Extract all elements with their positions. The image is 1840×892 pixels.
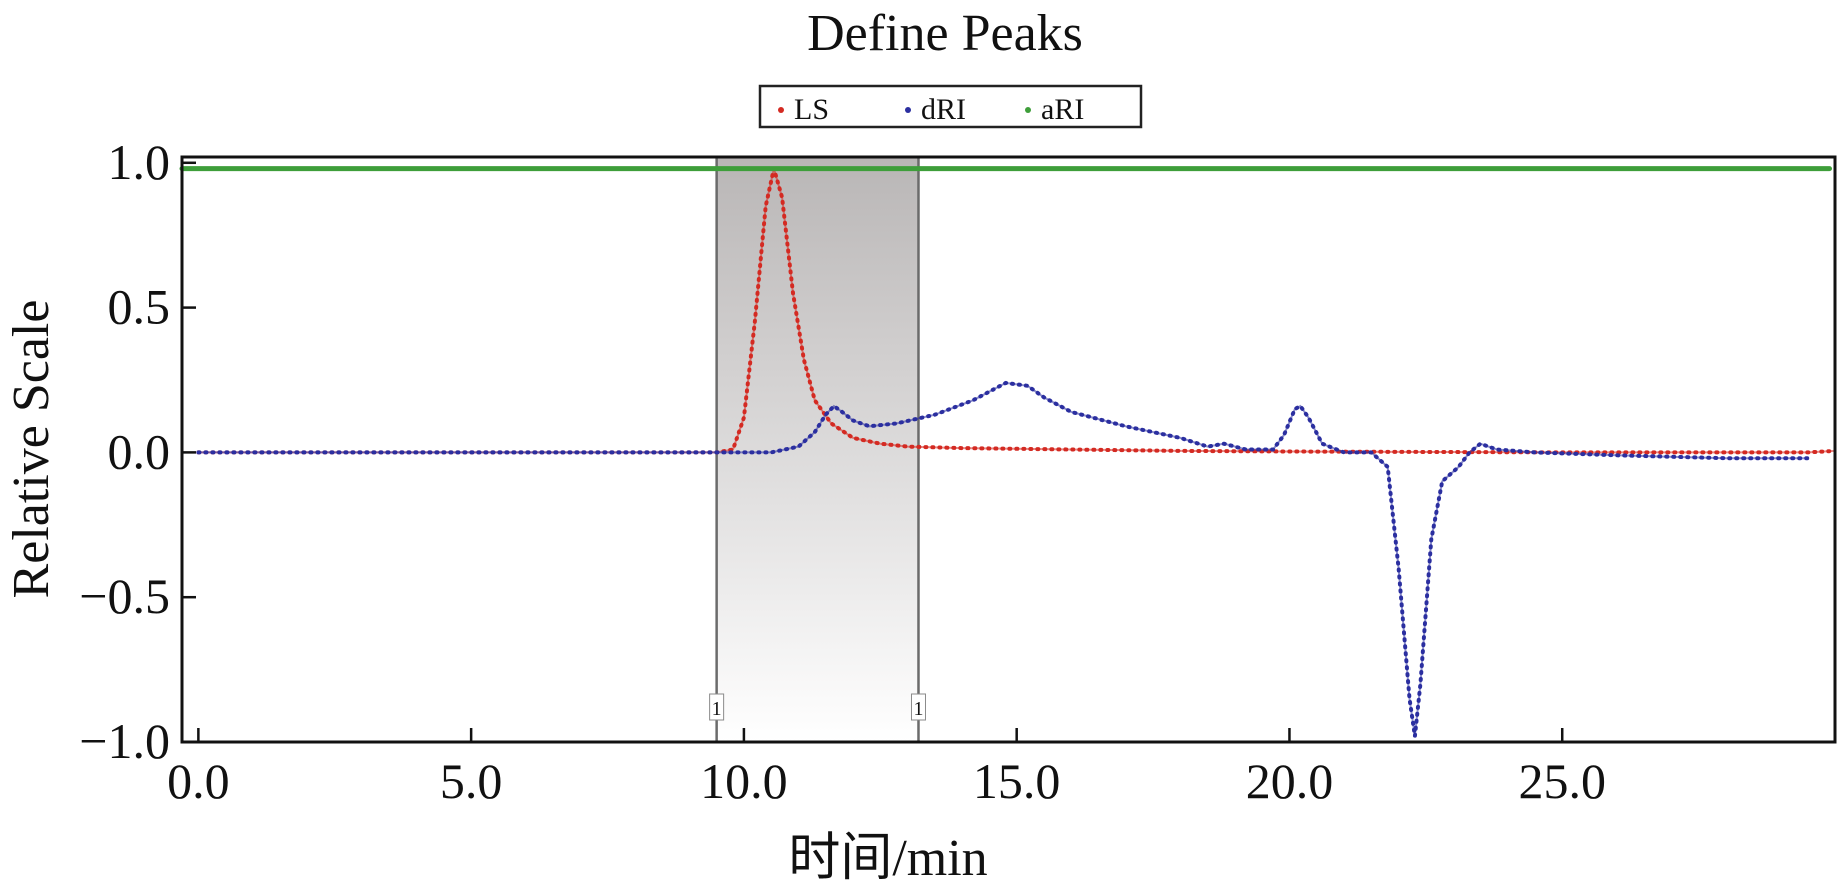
y-tick-label: 0.0	[108, 423, 171, 479]
peak-marker-box	[709, 693, 725, 721]
x-tick-label: 20.0	[1246, 753, 1334, 809]
legend-label-ls: LS	[794, 93, 829, 126]
y-axis-label: Relative Scale	[3, 300, 60, 599]
legend-marker-ls	[778, 107, 784, 113]
legend-marker-ari	[1025, 107, 1031, 113]
plot-frame	[180, 155, 1837, 744]
x-axis: 0.0 5.0 10.0 15.0 20.0 25.0	[167, 728, 1606, 809]
y-tick-label: 1.0	[108, 134, 171, 190]
x-tick-label: 5.0	[440, 753, 503, 809]
series-dri-line	[196, 380, 1810, 739]
x-tick-label: 15.0	[973, 753, 1061, 809]
peak-marker-box	[910, 693, 926, 721]
peak-region-fill	[716, 157, 919, 742]
chart-title: Define Peaks	[807, 5, 1083, 62]
y-axis: 1.0 0.5 0.0 −0.5 −1.0	[79, 134, 196, 769]
peak-marker-label: 1	[913, 698, 923, 720]
series-layer	[179, 166, 1837, 739]
series-dri-trace	[198, 381, 1808, 737]
legend-box	[758, 84, 1143, 129]
series-ls-line	[196, 166, 1837, 455]
peak-marker-label: 1	[712, 698, 722, 720]
y-tick-label: −0.5	[79, 568, 170, 624]
x-tick-label: 0.0	[167, 753, 230, 809]
series-ls-trace	[198, 168, 1836, 454]
y-tick-label: −1.0	[79, 713, 170, 769]
legend-label-ari: aRI	[1041, 93, 1084, 126]
legend-marker-dri	[905, 107, 911, 113]
x-tick-label: 25.0	[1518, 753, 1606, 809]
legend: LS dRI aRI	[758, 84, 1143, 129]
x-axis-label: 时间/min	[788, 830, 987, 887]
x-tick-label: 10.0	[700, 753, 788, 809]
legend-label-dri: dRI	[921, 93, 966, 126]
y-tick-label: 0.5	[108, 279, 171, 335]
